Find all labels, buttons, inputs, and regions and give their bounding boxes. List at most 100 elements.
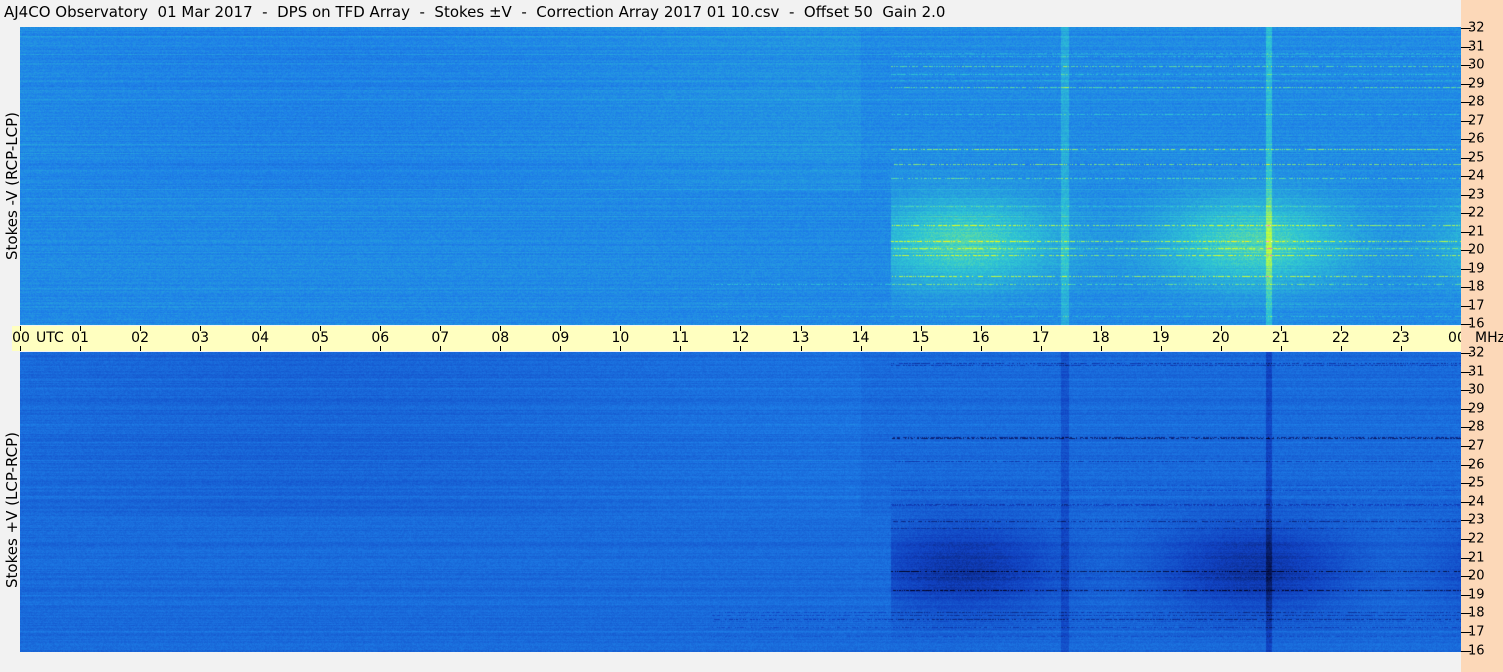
freq-tick-mark	[1461, 427, 1471, 429]
freq-tick-label: 30	[1468, 382, 1485, 398]
freq-tick-label: 29	[1468, 76, 1485, 91]
time-tick-label: 18	[1091, 330, 1110, 346]
time-tick-mark	[680, 326, 682, 331]
freq-tick-label: 25	[1468, 475, 1485, 491]
freq-tick-mark	[1461, 613, 1471, 615]
freq-tick-label: 20	[1468, 242, 1485, 258]
freq-tick-mark	[1461, 46, 1471, 48]
freq-tick-label: 23	[1468, 512, 1485, 528]
freq-tick-mark	[1461, 231, 1471, 233]
time-tick-mark	[920, 346, 922, 351]
freq-tick-label: 19	[1468, 587, 1485, 603]
freq-tick-mark	[1461, 576, 1471, 578]
freq-tick-mark	[1461, 650, 1471, 652]
freq-tick-label: 21	[1468, 550, 1485, 566]
time-unit-label: UTC	[36, 330, 64, 346]
time-tick-mark	[980, 326, 982, 331]
time-tick-mark	[440, 326, 442, 331]
freq-tick-mark	[1461, 287, 1471, 288]
freq-tick-label: 29	[1468, 401, 1485, 417]
freq-tick-label: 17	[1468, 624, 1485, 640]
time-tick-mark	[20, 326, 21, 331]
time-tick-label: 13	[791, 330, 810, 346]
spectrogram-stokes-plus-v	[20, 352, 1461, 652]
time-tick-mark	[1100, 326, 1102, 331]
freq-tick-mark	[1461, 157, 1471, 159]
freq-tick-label: 28	[1468, 419, 1485, 435]
time-tick-label: 20	[1211, 330, 1230, 346]
time-tick-label: 10	[611, 330, 630, 346]
time-tick-label: 04	[251, 330, 270, 346]
freq-tick-label: 23	[1468, 187, 1485, 202]
time-tick-mark	[20, 346, 21, 351]
time-tick-mark	[1220, 346, 1222, 351]
freq-tick-mark	[1461, 305, 1471, 307]
time-tick-mark	[380, 346, 382, 351]
time-tick-mark	[1280, 346, 1282, 351]
freq-tick-mark	[1461, 83, 1471, 85]
freq-tick-label: 24	[1468, 168, 1485, 184]
freq-tick-mark	[1461, 539, 1471, 540]
time-tick-mark	[560, 346, 562, 351]
time-tick-mark	[260, 326, 262, 331]
spectrogram-stokes-minus-v	[20, 27, 1461, 325]
time-tick-mark	[440, 346, 442, 351]
freq-tick-mark	[1461, 139, 1471, 140]
freq-tick-mark	[1461, 213, 1471, 214]
time-tick-mark	[80, 326, 82, 331]
freq-tick-mark	[1461, 120, 1471, 122]
time-tick-label: 12	[731, 330, 750, 346]
time-tick-mark	[1040, 346, 1042, 351]
freq-tick-label: 16	[1468, 643, 1485, 659]
time-tick-label: 02	[131, 330, 149, 346]
time-tick-mark	[1340, 326, 1342, 331]
freq-tick-label: 24	[1468, 494, 1485, 510]
freq-tick-label: 19	[1468, 261, 1485, 276]
time-tick-mark	[800, 346, 802, 351]
time-tick-mark	[140, 326, 142, 331]
time-tick-mark	[500, 326, 502, 331]
time-tick-label: 08	[491, 330, 510, 346]
time-tick-label: 19	[1151, 330, 1170, 346]
freq-tick-label: 31	[1468, 364, 1485, 380]
time-tick-mark	[500, 346, 502, 351]
freq-tick-label: 20	[1468, 568, 1485, 584]
time-tick-label: 23	[1391, 330, 1410, 346]
time-tick-mark	[620, 326, 622, 331]
time-tick-mark	[740, 346, 742, 351]
freq-tick-mark	[1461, 28, 1471, 29]
time-tick-label: 21	[1271, 330, 1290, 346]
time-tick-mark	[140, 346, 142, 351]
time-tick-label: 16	[971, 330, 990, 346]
freq-tick-mark	[1461, 557, 1471, 559]
freq-tick-mark	[1461, 371, 1471, 373]
time-tick-label: 05	[311, 330, 330, 346]
time-tick-mark	[320, 326, 322, 331]
freq-tick-mark	[1461, 408, 1471, 410]
freq-tick-label: 17	[1468, 298, 1485, 313]
y-axis-label-top: Stokes -V (RCP-LCP)	[3, 112, 21, 260]
freq-tick-label: 32	[1468, 345, 1485, 361]
freq-tick-mark	[1461, 250, 1471, 251]
time-tick-mark	[200, 326, 202, 331]
freq-tick-mark	[1461, 446, 1471, 447]
time-tick-label: 17	[1031, 330, 1050, 346]
freq-tick-label: 27	[1468, 438, 1485, 454]
time-tick-mark	[620, 346, 622, 351]
time-tick-mark	[860, 346, 862, 351]
time-tick-mark	[860, 326, 862, 331]
freq-tick-mark	[1461, 65, 1471, 66]
freq-tick-label: 27	[1468, 113, 1485, 128]
freq-tick-mark	[1461, 594, 1471, 596]
freq-tick-label: 18	[1468, 605, 1485, 621]
freq-tick-label: 28	[1468, 94, 1485, 110]
time-tick-mark	[1160, 346, 1162, 351]
freq-tick-label: 22	[1468, 205, 1485, 221]
time-tick-label: 09	[551, 330, 570, 346]
time-tick-mark	[1040, 326, 1042, 331]
time-tick-label: 01	[71, 330, 89, 346]
freq-tick-label: 26	[1468, 131, 1485, 147]
y-axis-label-bottom: Stokes +V (LCP-RCP)	[3, 432, 21, 588]
freq-tick-label: 16	[1468, 316, 1485, 332]
time-tick-mark	[740, 326, 742, 331]
